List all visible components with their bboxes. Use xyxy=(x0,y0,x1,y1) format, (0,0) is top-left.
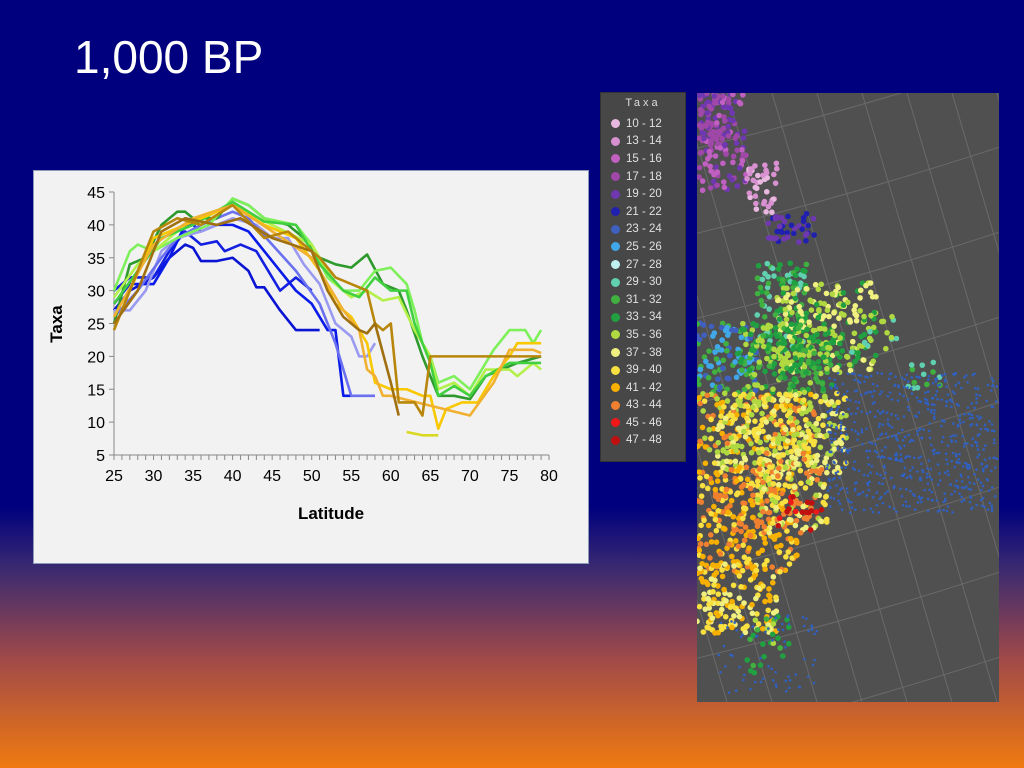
map-legend: Taxa 10 - 12 13 - 14 15 - 16 17 - 18 19 - 20… xyxy=(600,92,686,462)
x-tick-label: 45 xyxy=(263,468,281,485)
series-line-6 xyxy=(112,197,543,391)
legend-swatch xyxy=(611,435,620,445)
series-line-12 xyxy=(112,203,542,417)
legend-item: 41 - 42 xyxy=(601,379,685,397)
legend-swatch xyxy=(611,277,620,287)
y-tick-label: 25 xyxy=(87,317,105,334)
legend-swatch xyxy=(611,119,620,129)
legend-item: 21 - 22 xyxy=(601,203,685,221)
legend-label: 41 - 42 xyxy=(626,381,662,394)
y-tick-label: 10 xyxy=(87,415,105,432)
x-axis-label: Latitude xyxy=(298,504,364,523)
legend-label: 39 - 40 xyxy=(626,364,662,377)
legend-item: 23 - 24 xyxy=(601,221,685,239)
legend-item: 43 - 44 xyxy=(601,397,685,415)
y-tick-label: 5 xyxy=(96,448,105,465)
y-tick-label: 45 xyxy=(87,185,105,202)
legend-item: 37 - 38 xyxy=(601,344,685,362)
y-axis-label: Taxa xyxy=(47,305,66,343)
x-tick-label: 55 xyxy=(342,468,360,485)
legend-item: 15 - 16 xyxy=(601,150,685,168)
latitude-taxa-chart: 25 30 35 40 45 50 55 60 65 70 75 80 5 10 15 20 25 30 35 40 4… xyxy=(47,185,558,523)
legend-label: 43 - 44 xyxy=(626,399,662,412)
legend-title: Taxa xyxy=(625,97,661,109)
series-line-10 xyxy=(406,430,439,437)
y-tick-label: 15 xyxy=(87,382,105,399)
x-tick-label: 30 xyxy=(145,468,163,485)
taxa-dots xyxy=(697,93,999,694)
x-tick-label: 25 xyxy=(105,468,123,485)
series-line-1 xyxy=(113,230,313,292)
x-tick-label: 35 xyxy=(184,468,202,485)
legend-item: 45 - 46 xyxy=(601,414,685,432)
legend-item: 39 - 40 xyxy=(601,361,685,379)
map-grid xyxy=(697,93,999,702)
legend-item: 19 - 20 xyxy=(601,185,685,203)
legend-label: 33 - 34 xyxy=(626,311,662,324)
series-line-8 xyxy=(112,200,542,398)
x-tick-label: 65 xyxy=(421,468,439,485)
legend-swatch xyxy=(611,224,620,234)
legend-item: 47 - 48 xyxy=(601,432,685,450)
slide-title: 1,000 BP xyxy=(74,31,264,83)
legend-label: 37 - 38 xyxy=(626,346,662,359)
x-tick-label: 40 xyxy=(224,468,242,485)
y-tick-label: 35 xyxy=(87,251,105,268)
series-line-11 xyxy=(112,203,542,417)
legend-item: 29 - 30 xyxy=(601,273,685,291)
legend-swatch xyxy=(611,207,620,217)
legend-swatch xyxy=(611,383,620,393)
x-tick-label: 80 xyxy=(540,468,558,485)
legend-item: 31 - 32 xyxy=(601,291,685,309)
x-tick-label: 60 xyxy=(382,468,400,485)
legend-label: 23 - 24 xyxy=(626,223,662,236)
legend-swatch xyxy=(611,312,620,322)
x-tick-label: 70 xyxy=(461,468,479,485)
series-line-2 xyxy=(112,223,352,398)
legend-label: 19 - 20 xyxy=(626,188,662,201)
legend-swatch xyxy=(611,136,620,146)
legend-swatch xyxy=(611,154,620,164)
legend-label: 27 - 28 xyxy=(626,258,662,271)
legend-item: 17 - 18 xyxy=(601,168,685,186)
legend-label: 47 - 48 xyxy=(626,434,662,447)
x-tick-label: 50 xyxy=(303,468,321,485)
legend-swatch xyxy=(611,330,620,340)
legend-item: 25 - 26 xyxy=(601,238,685,256)
legend-label: 35 - 36 xyxy=(626,328,662,341)
y-tick-label: 20 xyxy=(87,349,105,366)
legend-label: 21 - 22 xyxy=(626,205,662,218)
legend-item: 13 - 14 xyxy=(601,133,685,151)
y-tick-label: 30 xyxy=(87,284,105,301)
legend-swatch xyxy=(611,295,620,305)
chart-panel: 25 30 35 40 45 50 55 60 65 70 75 80 5 10 15 20 25 30 35 40 4… xyxy=(33,170,589,564)
series-line-4 xyxy=(113,210,375,398)
legend-item: 35 - 36 xyxy=(601,326,685,344)
legend-item: 33 - 34 xyxy=(601,309,685,327)
taxa-map xyxy=(697,93,999,702)
legend-swatch xyxy=(611,172,620,182)
x-tick-label: 75 xyxy=(501,468,519,485)
y-tick-label: 40 xyxy=(87,218,105,235)
legend-label: 31 - 32 xyxy=(626,293,662,306)
legend-item: 27 - 28 xyxy=(601,256,685,274)
legend-item: 10 - 12 xyxy=(601,115,685,133)
legend-swatch xyxy=(611,365,620,375)
legend-swatch xyxy=(611,348,620,358)
legend-swatch xyxy=(611,260,620,270)
legend-swatch xyxy=(611,242,620,252)
legend-label: 10 - 12 xyxy=(626,117,662,130)
legend-label: 13 - 14 xyxy=(626,135,662,148)
legend-label: 29 - 30 xyxy=(626,276,662,289)
legend-label: 45 - 46 xyxy=(626,416,662,429)
legend-swatch xyxy=(611,189,620,199)
legend-label: 25 - 26 xyxy=(626,240,662,253)
legend-label: 17 - 18 xyxy=(626,170,662,183)
legend-swatch xyxy=(611,400,620,410)
legend-label: 15 - 16 xyxy=(626,152,662,165)
series-line-13 xyxy=(112,216,400,416)
legend-swatch xyxy=(611,418,620,428)
